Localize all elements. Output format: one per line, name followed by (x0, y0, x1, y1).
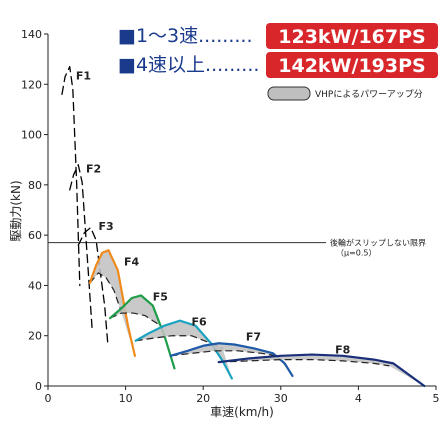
legend: VHPによるパワーアップ分 (267, 86, 423, 101)
header-label-2: ■4速以上......... (118, 54, 259, 76)
header-badge-1 (266, 23, 438, 49)
header-row-1: ■1～3速......... 123kW/167PS (118, 23, 438, 49)
slip-limit-mu: （μ=0.5） (336, 249, 377, 258)
y-tick-label: 100 (21, 129, 42, 142)
x-tick-label: 10 (119, 392, 133, 405)
header-value-2: 142kW/193PS (278, 55, 425, 77)
series-f8: F8 (217, 343, 426, 388)
legend-swatch (267, 86, 311, 101)
curve-f8 (217, 353, 426, 388)
power-up-area-f4 (89, 250, 135, 356)
slip-limit-note: 後輪がスリップしない限界 (330, 238, 426, 248)
x-ticks: 0 10 20 30 4 5 (45, 386, 440, 405)
y-tick-label: 60 (28, 229, 42, 242)
x-tick-label: 0 (45, 392, 52, 405)
series-label-f6: F6 (192, 316, 208, 329)
series-f7: F7 (169, 331, 294, 378)
series-f1: F1 (61, 66, 91, 287)
base-curve-f4 (89, 272, 123, 314)
series-label-f5: F5 (153, 291, 168, 304)
legend-label: VHPによるパワーアップ分 (315, 89, 423, 100)
series-label-f3: F3 (98, 220, 113, 233)
y-axis-title: 駆動力(kN) (9, 180, 23, 241)
series-label-f2: F2 (86, 162, 101, 175)
x-axis-title: 車速(km/h) (210, 405, 274, 419)
power-up-area-f6 (135, 320, 232, 379)
curve-f1 (61, 66, 81, 287)
y-tick-label: 20 (28, 330, 42, 343)
header-value-1: 123kW/167PS (278, 26, 425, 48)
x-tick-label: 30 (274, 392, 288, 405)
base-curve-f7 (170, 350, 278, 357)
x-tick-label: 4 (355, 392, 362, 405)
y-ticks: 0 20 40 60 80 100 120 140 (21, 28, 48, 393)
series-label-f1: F1 (76, 69, 91, 82)
y-tick-label: 80 (28, 179, 42, 192)
y-tick-label: 40 (28, 279, 42, 292)
base-curve-f8 (218, 359, 390, 367)
x-tick-label: 20 (196, 392, 210, 405)
series-label-f7: F7 (246, 331, 261, 344)
header-badge-2 (266, 52, 438, 78)
series-layer: F1 F2 F3 F4 F5 F6 F7 F8 (61, 66, 426, 388)
curve-f7 (169, 342, 294, 378)
header-row-2: ■4速以上......... 142kW/193PS (118, 52, 438, 78)
y-tick-label: 120 (21, 78, 42, 91)
series-label-f4: F4 (124, 255, 140, 268)
series-f3: F3 (77, 220, 114, 344)
y-tick-label: 0 (35, 380, 42, 393)
y-tick-label: 140 (21, 28, 42, 41)
series-f4: F4 (88, 249, 140, 357)
x-tick-label: 5 (433, 392, 440, 405)
power-up-area-f8 (218, 354, 425, 386)
curve-f4 (88, 249, 137, 357)
series-label-f8: F8 (335, 343, 350, 356)
curve-f3 (77, 226, 109, 344)
header-label-1: ■1～3速......... (118, 25, 253, 47)
power-up-area-f5 (110, 295, 175, 369)
curve-f6 (134, 319, 234, 380)
curve-f2 (69, 164, 93, 332)
